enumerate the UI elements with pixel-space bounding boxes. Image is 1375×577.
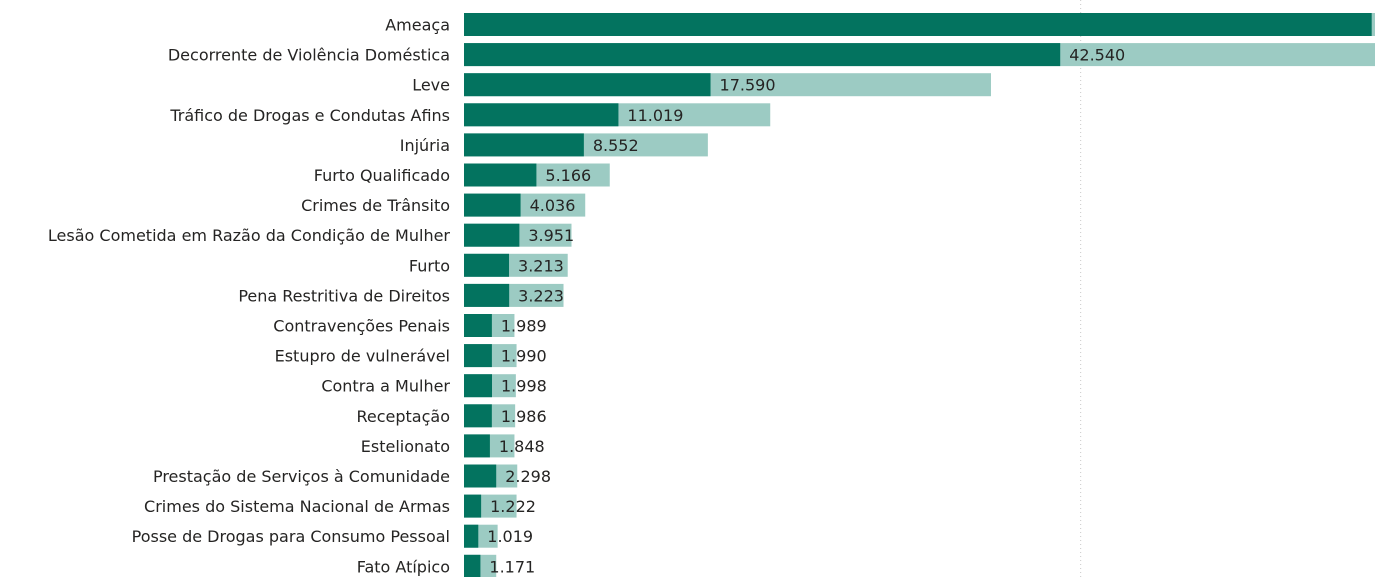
value-label: 8.552 [593,136,639,155]
bar-value [464,404,492,428]
category-label: Contravenções Penais [273,317,450,336]
value-label: 1.990 [501,347,547,366]
category-label: Crimes de Trânsito [301,196,450,215]
category-label: Pena Restritiva de Direitos [238,286,450,305]
category-label: Tráfico de Drogas e Condutas Afins [169,106,450,125]
category-label: Contra a Mulher [321,377,450,396]
category-label: Leve [412,76,450,95]
bar-value [464,464,497,488]
bars [464,13,1375,577]
category-label: Fato Atípico [357,557,450,576]
bar-value [464,314,492,337]
labels: Ameaça64.764Decorrente de Violência Domé… [48,16,1125,577]
bar-value [464,103,619,127]
category-label: Decorrente de Violência Doméstica [168,46,450,65]
bar-value [464,163,537,187]
value-label: 3.223 [518,286,564,305]
bar-value [464,253,510,277]
category-label: Crimes do Sistema Nacional de Armas [144,497,450,516]
value-label: 3.951 [528,226,574,245]
bar-value [464,223,520,247]
bar-value [464,13,1372,36]
bar-value [464,434,490,458]
bar-value [464,73,711,97]
category-label: Ameaça [385,16,450,35]
value-label: 17.590 [720,76,776,95]
bar-value [464,193,521,217]
category-label: Estupro de vulnerável [275,347,450,366]
value-label: 1.848 [499,437,545,456]
value-label: 2.298 [505,467,551,486]
value-label: 5.166 [545,166,591,185]
category-label: Injúria [400,136,450,155]
category-label: Lesão Cometida em Razão da Condição de M… [48,226,451,245]
category-label: Furto Qualificado [314,166,450,185]
bar-value [464,374,493,398]
bar-value [464,494,482,518]
value-label: 1.989 [501,317,547,336]
bar-value [464,344,492,368]
value-label: 42.540 [1069,46,1125,65]
value-label: 1.986 [501,407,547,426]
value-label: 1.998 [501,377,547,396]
value-label: 1.222 [490,497,536,516]
category-label: Furto [409,256,450,275]
value-label: 1.019 [487,527,533,546]
category-label: Posse de Drogas para Consumo Pessoal [132,527,450,546]
bar-value [464,133,584,157]
bar-value [464,43,1061,67]
value-label: 3.213 [518,256,564,275]
category-label: Estelionato [361,437,450,456]
value-label: 1.171 [489,557,535,576]
bar-value [464,283,510,307]
category-label: Receptação [356,407,450,426]
value-label: 11.019 [627,106,683,125]
category-label: Prestação de Serviços à Comunidade [153,467,450,486]
bar-value [464,524,479,548]
bar-value [464,554,481,577]
value-label: 4.036 [530,196,576,215]
